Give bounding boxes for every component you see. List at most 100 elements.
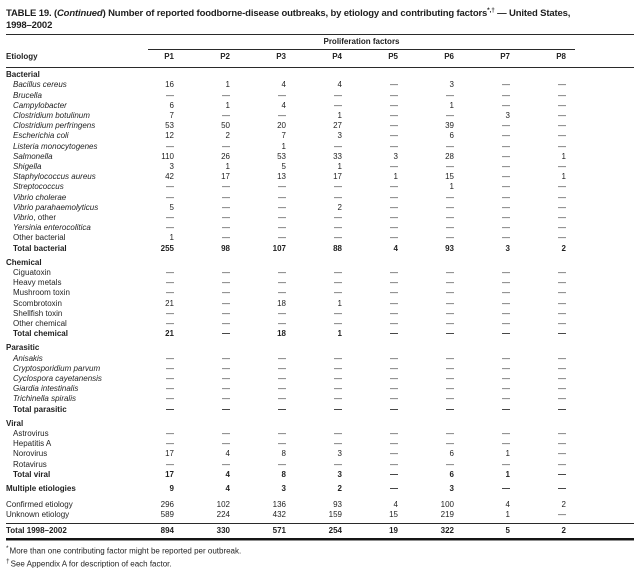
- etiology-label: Cryptosporidium parvum: [13, 363, 101, 373]
- cell-p8: —: [558, 80, 566, 90]
- cell-p5: 4: [393, 243, 398, 253]
- cell-p5: —: [390, 429, 398, 439]
- row-filler: [566, 162, 634, 172]
- cell-p1: —: [166, 363, 174, 373]
- table-row: Other bacterial 1 — — — — — — —: [6, 233, 634, 243]
- cell-p8: 2: [561, 500, 566, 510]
- title-continued: Continued: [56, 8, 103, 20]
- cell-p2: —: [222, 319, 230, 329]
- cell-p8: —: [558, 469, 566, 479]
- table-row: Total chemical 21 — 18 1 — — — —: [6, 329, 634, 339]
- cell-p7: 1: [505, 449, 510, 459]
- footnote-text: See Appendix A for description of each f…: [10, 559, 172, 569]
- table-row: Vibrio cholerae — — — — — — — —: [6, 193, 634, 203]
- etiology-label: Clostridium perfringens: [13, 121, 96, 131]
- table-row: Shigella 3 1 5 1 — — — —: [6, 162, 634, 172]
- etiology-label: Confirmed etiology: [6, 500, 73, 510]
- cell-p6: —: [446, 363, 454, 373]
- cell-p8: 1: [561, 151, 566, 161]
- etiology-label: Shigella: [13, 161, 42, 171]
- cell-p2: —: [222, 404, 230, 414]
- cell-p3: 4: [281, 80, 286, 90]
- cell-p8: —: [558, 110, 566, 120]
- cell-p4: —: [334, 363, 342, 373]
- column-header-p4: P4: [332, 52, 342, 62]
- etiology-label: Trichinella spiralis: [13, 394, 76, 404]
- cell-p8: —: [558, 429, 566, 439]
- cell-p5: 1: [393, 172, 398, 182]
- cell-p5: —: [390, 384, 398, 394]
- cell-p6: —: [446, 319, 454, 329]
- cell-p4: 2: [337, 202, 342, 212]
- cell-p6: 3: [449, 484, 454, 494]
- cell-p5: —: [390, 374, 398, 384]
- cell-p7: —: [502, 182, 510, 192]
- cell-p6: —: [446, 141, 454, 151]
- cell-p8: —: [558, 233, 566, 243]
- cell-p2: —: [222, 90, 230, 100]
- cell-p7: —: [502, 404, 510, 414]
- cell-p8: —: [558, 374, 566, 384]
- cell-p3: 18: [277, 298, 286, 308]
- cell-p6: 322: [440, 525, 454, 535]
- cell-p6: 28: [445, 151, 454, 161]
- row-filler: [566, 152, 634, 162]
- cell-p5: 4: [393, 500, 398, 510]
- cell-p5: —: [390, 100, 398, 110]
- cell-p2: —: [222, 298, 230, 308]
- cell-p8: —: [558, 308, 566, 318]
- row-filler: [566, 470, 634, 480]
- cell-p7: 5: [505, 525, 510, 535]
- cell-p6: —: [446, 223, 454, 233]
- table-row: Brucella — — — — — — — —: [6, 91, 634, 101]
- cell-p4: —: [334, 288, 342, 298]
- cell-p8: —: [558, 404, 566, 414]
- footnote-asterisk: *More than one contributing factor might…: [6, 544, 634, 557]
- table-row: Vibrio parahaemolyticus 5 — — 2 — — — —: [6, 203, 634, 213]
- cell-p8: —: [558, 363, 566, 373]
- cell-p4: 254: [328, 525, 342, 535]
- cell-p4: —: [334, 100, 342, 110]
- cell-p2: —: [222, 278, 230, 288]
- cell-p5: —: [390, 233, 398, 243]
- cell-p6: —: [446, 404, 454, 414]
- cell-p2: 50: [221, 121, 230, 131]
- cell-p8: 1: [561, 172, 566, 182]
- cell-p1: 110: [161, 151, 174, 161]
- cell-p2: 2: [225, 131, 230, 141]
- cell-p7: —: [502, 121, 510, 131]
- cell-p4: 3: [337, 131, 342, 141]
- cell-p7: —: [502, 429, 510, 439]
- row-filler: [566, 233, 634, 243]
- etiology-label: Hepatitis A: [13, 439, 52, 449]
- table-row: Staphylococcus aureus 42 17 13 17 1 15 — 1: [6, 172, 634, 182]
- cell-p6: 1: [449, 100, 454, 110]
- cell-p5: —: [390, 329, 398, 339]
- row-filler: [566, 354, 634, 364]
- cell-p5: —: [390, 404, 398, 414]
- cell-p7: —: [502, 394, 510, 404]
- cell-p6: —: [446, 90, 454, 100]
- cell-p5: —: [390, 319, 398, 329]
- cell-p5: —: [390, 202, 398, 212]
- cell-p4: 4: [337, 80, 342, 90]
- cell-p2: —: [222, 363, 230, 373]
- cell-p4: 3: [337, 449, 342, 459]
- cell-p3: 8: [281, 469, 286, 479]
- cell-p3: —: [278, 308, 286, 318]
- cell-p2: —: [222, 374, 230, 384]
- cell-p3: —: [278, 278, 286, 288]
- cell-p7: —: [502, 329, 510, 339]
- cell-p1: 42: [165, 172, 174, 182]
- cell-p1: 17: [165, 449, 174, 459]
- row-filler: [566, 172, 634, 182]
- row-filler: [566, 131, 634, 141]
- etiology-column-header: Etiology: [6, 52, 38, 62]
- cell-p3: 53: [277, 151, 286, 161]
- cell-p4: —: [334, 439, 342, 449]
- table-row: Anisakis — — — — — — — —: [6, 354, 634, 364]
- cell-p6: —: [446, 459, 454, 469]
- title-line1-end: — United States,: [494, 8, 571, 20]
- cell-p5: —: [390, 449, 398, 459]
- etiology-label: Vibrio, other: [13, 213, 56, 222]
